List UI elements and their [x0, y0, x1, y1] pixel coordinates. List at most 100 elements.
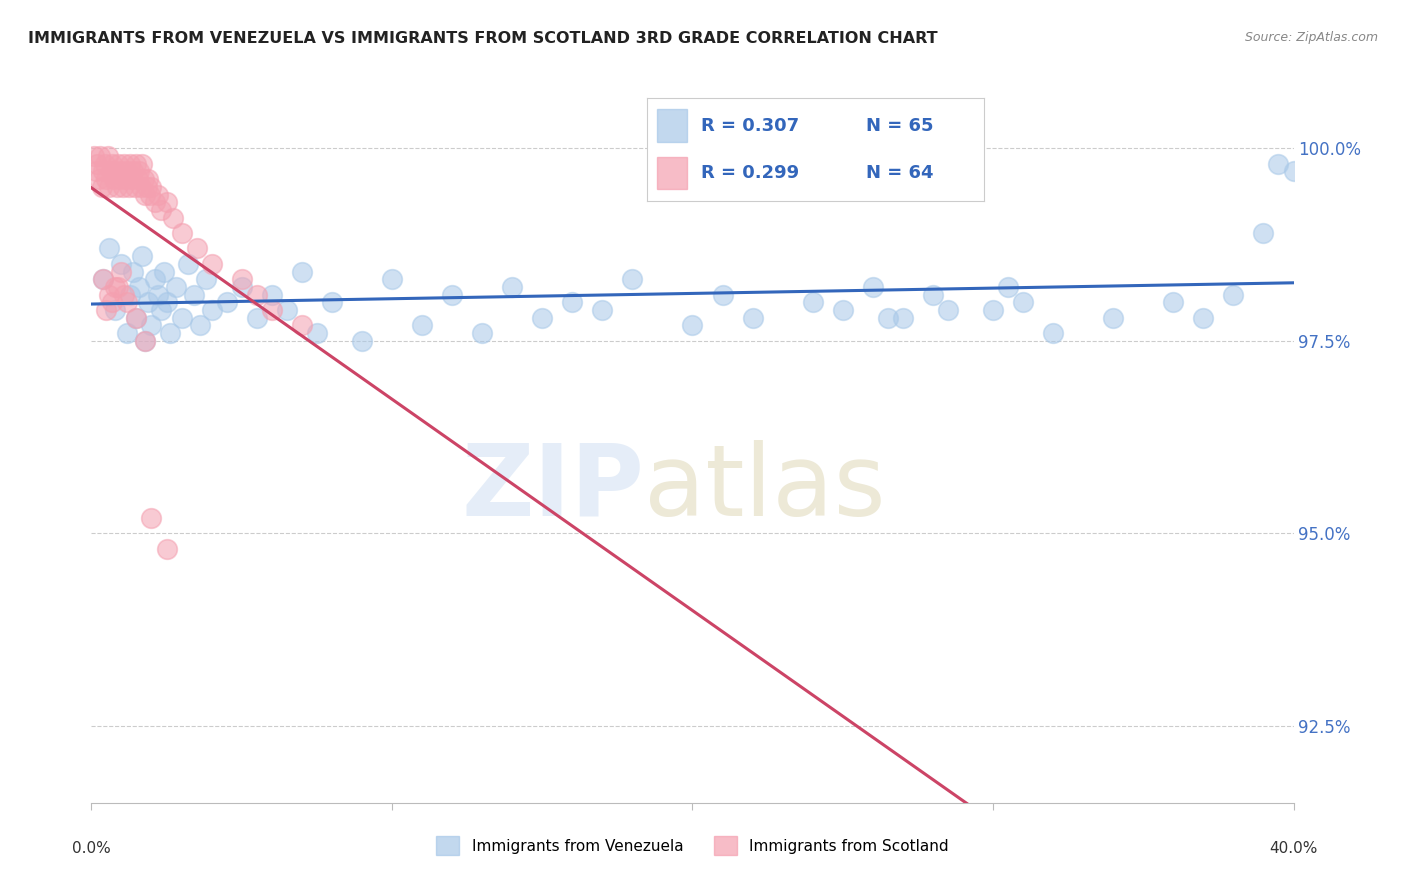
Point: [201, 303, 224, 318]
Bar: [657, 157, 688, 189]
Point: [125, 157, 148, 171]
Text: 40.0%: 40.0%: [1270, 841, 1317, 856]
Point: [89, 149, 111, 163]
Point: [139, 187, 162, 202]
Point: [141, 318, 163, 333]
Point: [93, 164, 115, 178]
Text: R = 0.307: R = 0.307: [700, 117, 799, 135]
Text: IMMIGRANTS FROM VENEZUELA VS IMMIGRANTS FROM SCOTLAND 3RD GRADE CORRELATION CHAR: IMMIGRANTS FROM VENEZUELA VS IMMIGRANTS …: [28, 31, 938, 46]
Point: [1267, 157, 1289, 171]
Point: [96, 303, 118, 318]
Point: [276, 303, 298, 318]
Point: [117, 164, 139, 178]
Point: [1161, 295, 1184, 310]
Point: [115, 172, 138, 186]
Point: [194, 272, 217, 286]
Point: [134, 334, 156, 348]
Point: [305, 326, 328, 340]
Point: [101, 295, 124, 310]
Point: [1012, 295, 1035, 310]
Point: [162, 211, 184, 225]
Point: [103, 172, 125, 186]
Point: [104, 303, 127, 318]
Point: [291, 318, 314, 333]
Point: [131, 157, 153, 171]
Point: [83, 149, 105, 163]
Point: [84, 164, 107, 178]
Point: [108, 172, 131, 186]
Point: [98, 287, 121, 301]
Text: N = 64: N = 64: [866, 164, 934, 182]
Point: [138, 295, 160, 310]
Text: ZIP: ZIP: [461, 440, 644, 537]
Point: [188, 318, 211, 333]
Point: [105, 179, 128, 194]
Point: [129, 179, 152, 194]
Point: [891, 310, 914, 325]
Point: [215, 295, 238, 310]
Point: [471, 326, 494, 340]
Legend: Immigrants from Venezuela, Immigrants from Scotland: Immigrants from Venezuela, Immigrants fr…: [430, 830, 955, 861]
Point: [93, 272, 115, 286]
Point: [118, 179, 141, 194]
Point: [138, 172, 160, 186]
Point: [170, 226, 193, 240]
Point: [114, 157, 136, 171]
Point: [155, 195, 177, 210]
Point: [152, 264, 174, 278]
Point: [1253, 226, 1275, 240]
Bar: [657, 110, 688, 142]
Point: [127, 172, 149, 186]
Point: [350, 334, 373, 348]
Point: [165, 280, 187, 294]
Point: [201, 257, 224, 271]
Point: [591, 303, 613, 318]
Point: [146, 287, 169, 301]
Point: [120, 157, 142, 171]
Point: [246, 310, 269, 325]
Point: [1192, 310, 1215, 325]
Point: [97, 149, 120, 163]
Point: [96, 172, 118, 186]
Point: [104, 164, 127, 178]
Point: [143, 272, 166, 286]
Point: [681, 318, 703, 333]
Point: [101, 157, 124, 171]
Point: [155, 295, 177, 310]
Point: [110, 164, 132, 178]
Point: [170, 310, 193, 325]
Point: [94, 157, 117, 171]
Point: [141, 511, 163, 525]
Point: [260, 287, 283, 301]
Point: [121, 172, 143, 186]
Text: atlas: atlas: [644, 440, 886, 537]
Text: 0.0%: 0.0%: [72, 841, 111, 856]
Point: [186, 242, 208, 256]
Point: [125, 310, 148, 325]
Point: [291, 264, 314, 278]
Point: [183, 287, 205, 301]
Point: [107, 157, 129, 171]
Point: [501, 280, 523, 294]
Point: [1282, 164, 1305, 178]
Point: [1222, 287, 1244, 301]
Point: [132, 172, 155, 186]
Text: R = 0.299: R = 0.299: [700, 164, 799, 182]
Point: [1042, 326, 1064, 340]
Point: [441, 287, 464, 301]
Point: [141, 179, 163, 194]
Point: [110, 264, 132, 278]
Point: [125, 310, 148, 325]
Point: [801, 295, 824, 310]
Point: [128, 164, 150, 178]
Point: [122, 264, 145, 278]
Text: N = 65: N = 65: [866, 117, 934, 135]
Point: [246, 287, 269, 301]
Point: [997, 280, 1019, 294]
Point: [114, 287, 136, 301]
Point: [411, 318, 433, 333]
Point: [134, 187, 156, 202]
Point: [117, 326, 139, 340]
Point: [1102, 310, 1125, 325]
Point: [155, 541, 177, 556]
